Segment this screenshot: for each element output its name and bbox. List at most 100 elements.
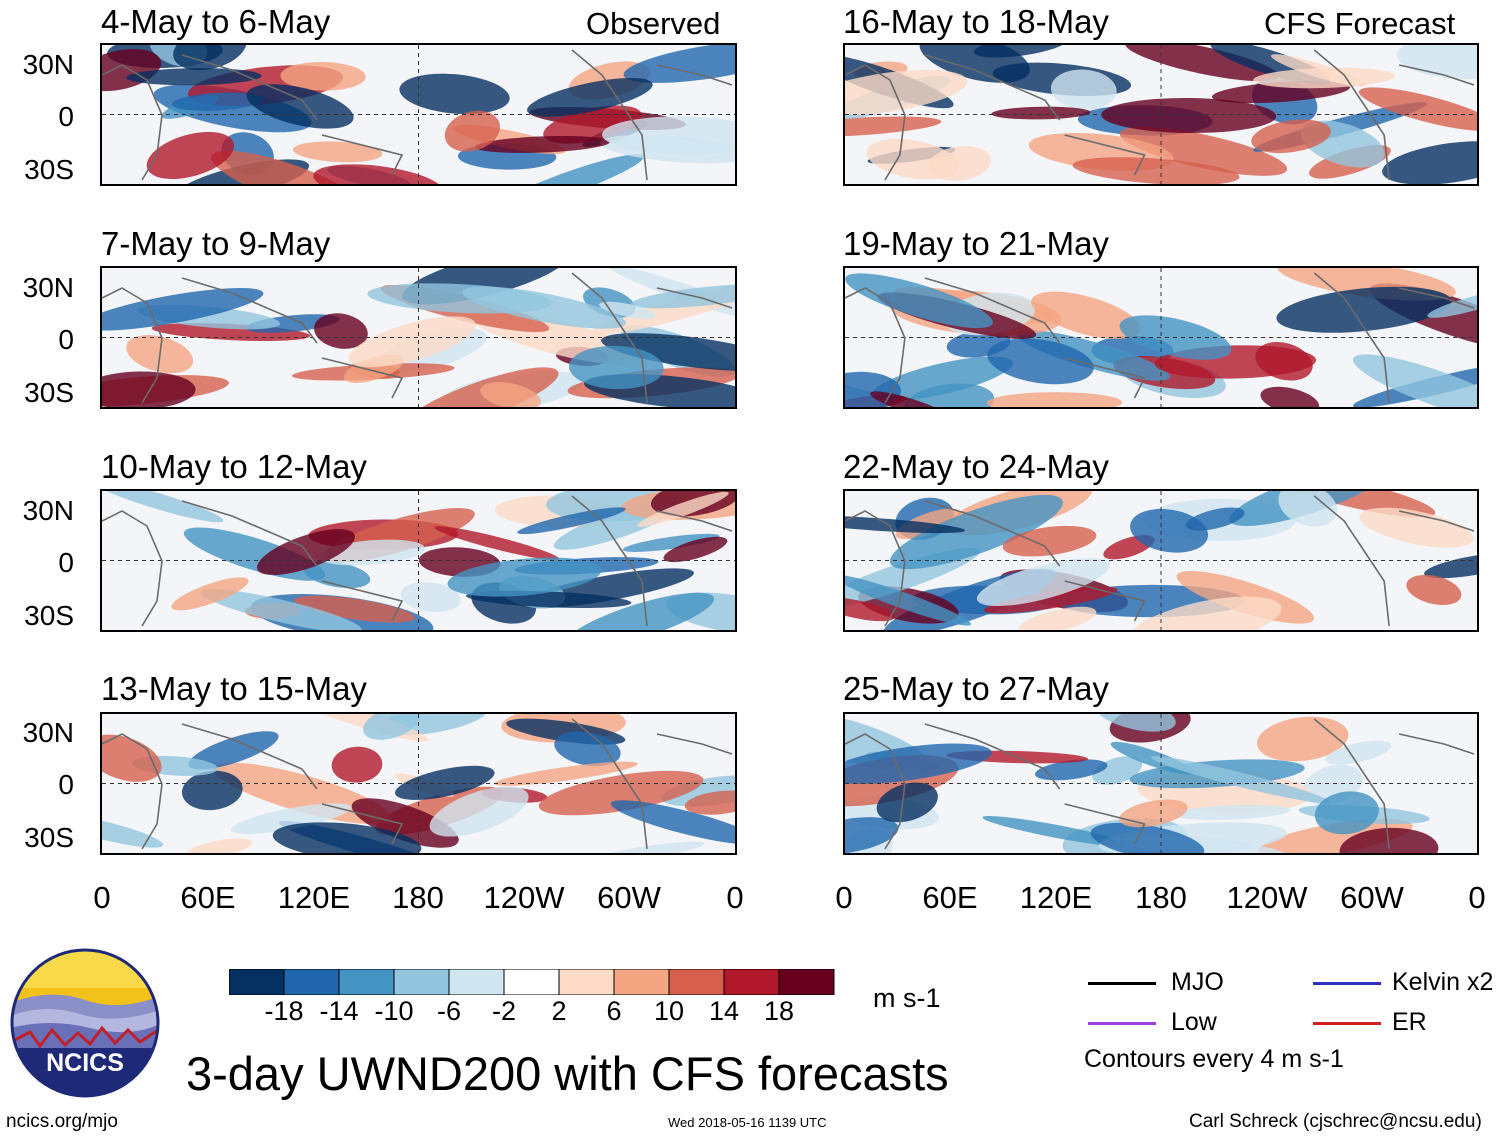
anomaly-blob <box>292 141 383 163</box>
anomaly-blob <box>903 383 995 407</box>
anomaly-blob <box>845 817 899 853</box>
anomaly-blob <box>1125 45 1279 82</box>
anomaly-blob <box>870 391 950 407</box>
anomaly-blob <box>630 284 735 309</box>
anomaly-blob <box>845 597 895 622</box>
author-credit: Carl Schreck (cjschrec@ncsu.edu) <box>1189 1111 1482 1132</box>
map-panel <box>843 43 1479 186</box>
colorbar-swatch <box>723 968 780 996</box>
x-tick-label: 0 <box>726 880 744 915</box>
anomaly-blob <box>566 592 715 630</box>
map-panel <box>100 489 737 632</box>
coastline <box>845 495 1475 627</box>
x-tick-label: 60W <box>597 880 661 915</box>
anomaly-blob <box>1406 574 1462 605</box>
anomaly-blob <box>314 313 368 349</box>
anomaly-blob <box>280 61 366 91</box>
anomaly-blob <box>845 743 992 784</box>
anomaly-blob <box>102 491 224 523</box>
y-tick-label: 30N <box>22 495 74 526</box>
logo-text: NCICS <box>46 1049 124 1077</box>
anomaly-blob <box>400 582 461 613</box>
anomaly-blob <box>845 371 901 407</box>
colorbar-swatch <box>668 968 725 996</box>
anomaly-blob <box>982 816 1132 847</box>
anomaly-blob <box>1119 799 1188 828</box>
y-tick-label: 0 <box>58 547 74 578</box>
anomaly-blob <box>1382 141 1477 184</box>
anomaly-blob <box>991 106 1091 120</box>
anomaly-blob <box>429 786 529 837</box>
anomaly-blob <box>461 286 626 329</box>
x-tick-label: 60E <box>180 880 236 915</box>
colorbar-label: 6 <box>606 996 622 1026</box>
x-tick-label: 120W <box>1226 880 1308 915</box>
colorbar-label: 14 <box>708 996 740 1026</box>
y-tick-label: 30S <box>24 154 74 185</box>
contours-note: Contours every 4 m s-1 <box>1084 1045 1344 1073</box>
anomaly-blob <box>1251 119 1331 154</box>
anomaly-blob <box>987 338 1094 385</box>
anomaly-blob <box>623 45 735 83</box>
anomaly-blob <box>663 536 728 563</box>
anomaly-blob <box>1002 525 1097 557</box>
x-tick-label: 0 <box>93 880 111 915</box>
anomaly-blob <box>1424 552 1477 579</box>
coastline <box>102 49 733 181</box>
legend-mjo-line <box>1088 982 1156 985</box>
x-tick-label: 60W <box>1340 880 1404 915</box>
anomaly-blob <box>538 770 704 816</box>
colorbar-label: -6 <box>436 996 461 1026</box>
anomaly-blob <box>434 526 560 561</box>
anomaly-blob <box>845 515 966 534</box>
colorbar-label: 10 <box>653 996 685 1026</box>
anomaly-blob <box>845 116 942 137</box>
anomaly-blob <box>1095 714 1176 732</box>
anomaly-blob <box>188 731 279 770</box>
anomaly-blob <box>173 45 247 71</box>
anomaly-blob <box>976 558 1110 607</box>
anomaly-blob <box>1150 756 1331 804</box>
anomaly-blob <box>554 731 621 767</box>
anomaly-blob <box>211 150 366 184</box>
anomaly-blob <box>186 838 253 853</box>
panel-title: 25-May to 27-May <box>843 670 1109 707</box>
anomaly-blob <box>622 533 720 552</box>
anomaly-blob <box>331 746 383 783</box>
x-tick-label: 60E <box>922 880 978 915</box>
anomaly-blob <box>1172 804 1291 820</box>
anomaly-blob <box>845 574 972 626</box>
x-tick-label: 0 <box>835 880 853 915</box>
colorbar-swatch <box>558 968 615 996</box>
coastline <box>845 272 1475 404</box>
anomaly-blob <box>590 841 705 853</box>
anomaly-blob <box>1031 291 1141 339</box>
map-panel <box>100 43 737 186</box>
anomaly-blob <box>1072 157 1240 184</box>
anomaly-blob <box>474 135 611 153</box>
anomaly-blob <box>395 765 495 800</box>
anomaly-blob <box>1260 386 1320 407</box>
colorbar-swatch <box>228 968 285 996</box>
colorbar-swatch <box>393 968 450 996</box>
anomaly-blob <box>447 557 602 597</box>
y-tick-label: 0 <box>58 769 74 800</box>
colorbar-label: -2 <box>491 996 516 1026</box>
anomaly-blob <box>1258 818 1413 853</box>
anomaly-blob <box>637 491 729 528</box>
x-tick-label: 0 <box>1468 880 1486 915</box>
anomaly-blob <box>1090 822 1205 853</box>
anomaly-blob <box>171 577 249 611</box>
legend-low-line <box>1088 1022 1156 1025</box>
anomaly-blob <box>1427 289 1477 318</box>
legend-er-line <box>1313 1022 1381 1025</box>
map-panel <box>843 489 1479 632</box>
panel-title: 19-May to 21-May <box>843 225 1109 262</box>
anomaly-blob <box>610 800 735 845</box>
y-tick-label: 30N <box>22 49 74 80</box>
anomaly-blob <box>1358 87 1477 131</box>
source-url[interactable]: ncics.org/mjo <box>6 1111 118 1132</box>
anomaly-blob <box>1018 606 1097 630</box>
anomaly-blob <box>1325 740 1392 765</box>
panel-title: 7-May to 9-May <box>101 225 331 262</box>
